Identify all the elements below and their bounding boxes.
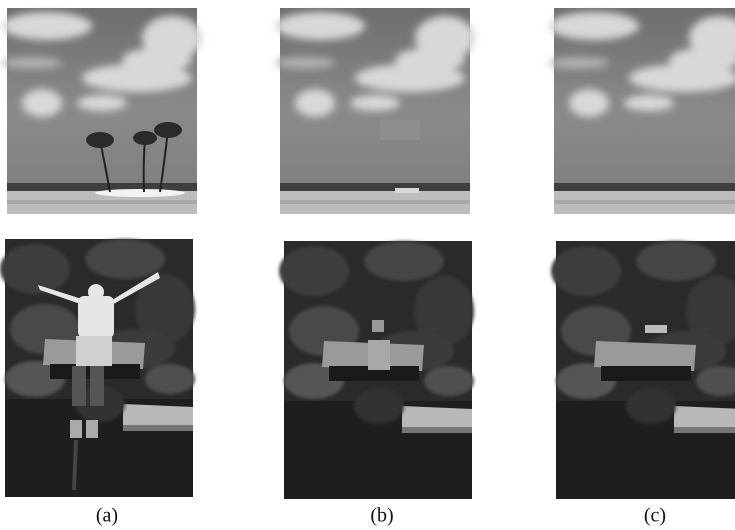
image-a-top [2, 8, 202, 214]
image-b-bottom [279, 241, 474, 499]
caption: (c) [644, 505, 666, 527]
page: (a) (b) (c) (() => { const data = JSON.p… [0, 0, 735, 530]
image-c-bottom [551, 241, 735, 499]
caption: (a) [96, 505, 118, 527]
caption: (b) [370, 505, 393, 527]
image-c-top [549, 8, 735, 214]
image-a-bottom [0, 239, 195, 497]
image-b-top [275, 8, 475, 214]
figure: (a) (b) (c) [0, 0, 735, 530]
